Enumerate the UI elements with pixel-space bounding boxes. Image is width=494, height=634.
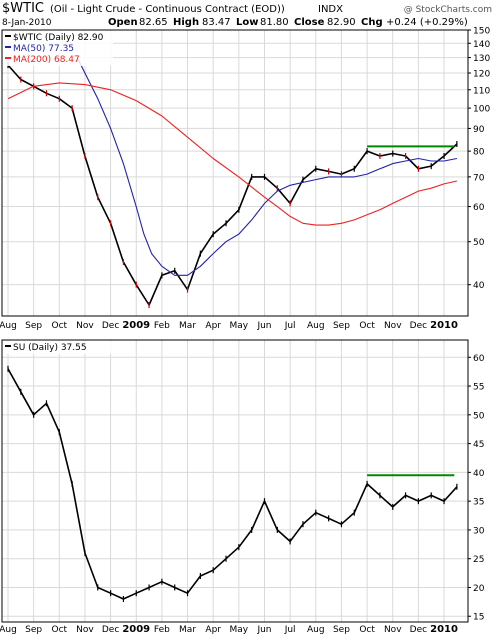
chg-label: Chg [361,17,383,28]
y-tick-label: 120 [473,69,490,79]
x-tick-label: Aug [307,321,325,331]
x-tick-label: 2009 [122,624,150,634]
legend-label: $WTIC (Daily) 82.90 [13,33,104,43]
y-tick-label: 15 [473,613,484,623]
legend-swatch [5,46,11,48]
legend-label: MA(200) 68.47 [13,55,80,65]
legend: SU (Daily) 37.55 [3,341,113,354]
symbol-description: (Oil - Light Crude - Continuous Contract… [50,4,285,15]
legend-swatch [5,345,11,347]
legend-box [3,341,113,354]
x-tick-label: 2009 [122,320,150,331]
x-tick-label: Oct [52,625,68,634]
ma50-line [76,57,458,276]
x-tick-label: Nov [384,625,402,634]
x-tick-label: Nov [76,321,94,331]
x-tick-label: Jul [284,625,296,634]
price-line [7,64,458,306]
y-tick-label: 60 [473,203,485,213]
x-tick-label: Sep [333,625,350,634]
x-tick-label: Feb [154,321,170,331]
plot-frame [1,339,469,623]
x-tick-label: Dec [410,321,427,331]
legend-swatch [5,57,11,59]
x-tick-label: Jul [284,321,296,331]
x-tick-label: Jun [256,625,271,634]
y-tick-label: 35 [473,498,484,508]
y-tick-label: 55 [473,383,484,393]
x-tick-label: May [230,321,249,331]
x-tick-label: Sep [25,321,42,331]
y-tick-label: 100 [473,105,490,115]
x-tick-label: Mar [179,625,196,634]
x-tick-label: Nov [76,625,94,634]
legend-swatch [5,35,11,37]
y-tick-label: 60 [473,354,485,364]
x-tick-label: Oct [359,321,375,331]
x-tick-label: Feb [154,625,170,634]
x-tick-label: Nov [384,321,402,331]
legend-label: MA(50) 77.35 [13,44,74,54]
x-tick-label: Sep [25,625,42,634]
high-value: 83.47 [202,17,231,28]
chg-value: +0.24 (+0.29%) [386,17,468,28]
y-tick-label: 80 [473,148,485,158]
legend-label: SU (Daily) 37.55 [13,343,87,353]
y-tick-label: 25 [473,555,484,565]
low-label: Low [236,17,258,28]
x-tick-label: Oct [359,625,375,634]
y-tick-label: 50 [473,238,485,248]
x-tick-label: May [230,625,249,634]
high-label: High [173,17,199,28]
x-tick-label: 2010 [430,320,458,331]
x-tick-label: Mar [179,321,196,331]
y-tick-label: 20 [473,584,485,594]
watermark: @ StockCharts.com [404,5,492,15]
low-value: 81.80 [260,17,289,28]
exchange-label: INDX [318,4,343,15]
x-tick-label: Dec [102,321,119,331]
y-tick-label: 90 [473,125,485,135]
x-tick-label: Oct [52,321,68,331]
x-tick-label: Dec [102,625,119,634]
panel-1: 40 50 60 70 80 90 100 110 120 130 140 150 Aug Sep Oct N… [0,27,490,332]
x-tick-label: Jun [256,321,271,331]
y-tick-label: 150 [473,27,490,37]
x-tick-label: 2010 [430,624,458,634]
symbol-title: $WTIC [2,1,44,16]
x-tick-label: Apr [205,321,221,331]
x-tick-label: Aug [0,321,17,331]
y-tick-label: 140 [473,40,490,50]
x-tick-label: Apr [205,625,221,634]
price-line [7,368,458,600]
y-tick-label: 40 [473,469,485,479]
y-tick-label: 110 [473,86,490,96]
plot-frame [1,29,469,317]
close-value: 82.90 [327,17,356,28]
y-tick-label: 40 [473,281,485,291]
y-tick-label: 70 [473,173,485,183]
x-tick-label: Aug [307,625,325,634]
open-value: 82.65 [139,17,168,28]
x-tick-label: Dec [410,625,427,634]
ma200-line [7,82,458,226]
quote-date: 8-Jan-2010 [2,18,52,28]
x-tick-label: Aug [0,625,17,634]
legend-box [3,31,113,66]
y-tick-label: 50 [473,411,485,421]
open-label: Open [108,17,138,28]
y-tick-label: 30 [473,526,485,536]
x-tick-label: Sep [333,321,350,331]
close-label: Close [294,17,325,28]
y-tick-label: 45 [473,440,484,450]
y-tick-label: 130 [473,54,490,64]
